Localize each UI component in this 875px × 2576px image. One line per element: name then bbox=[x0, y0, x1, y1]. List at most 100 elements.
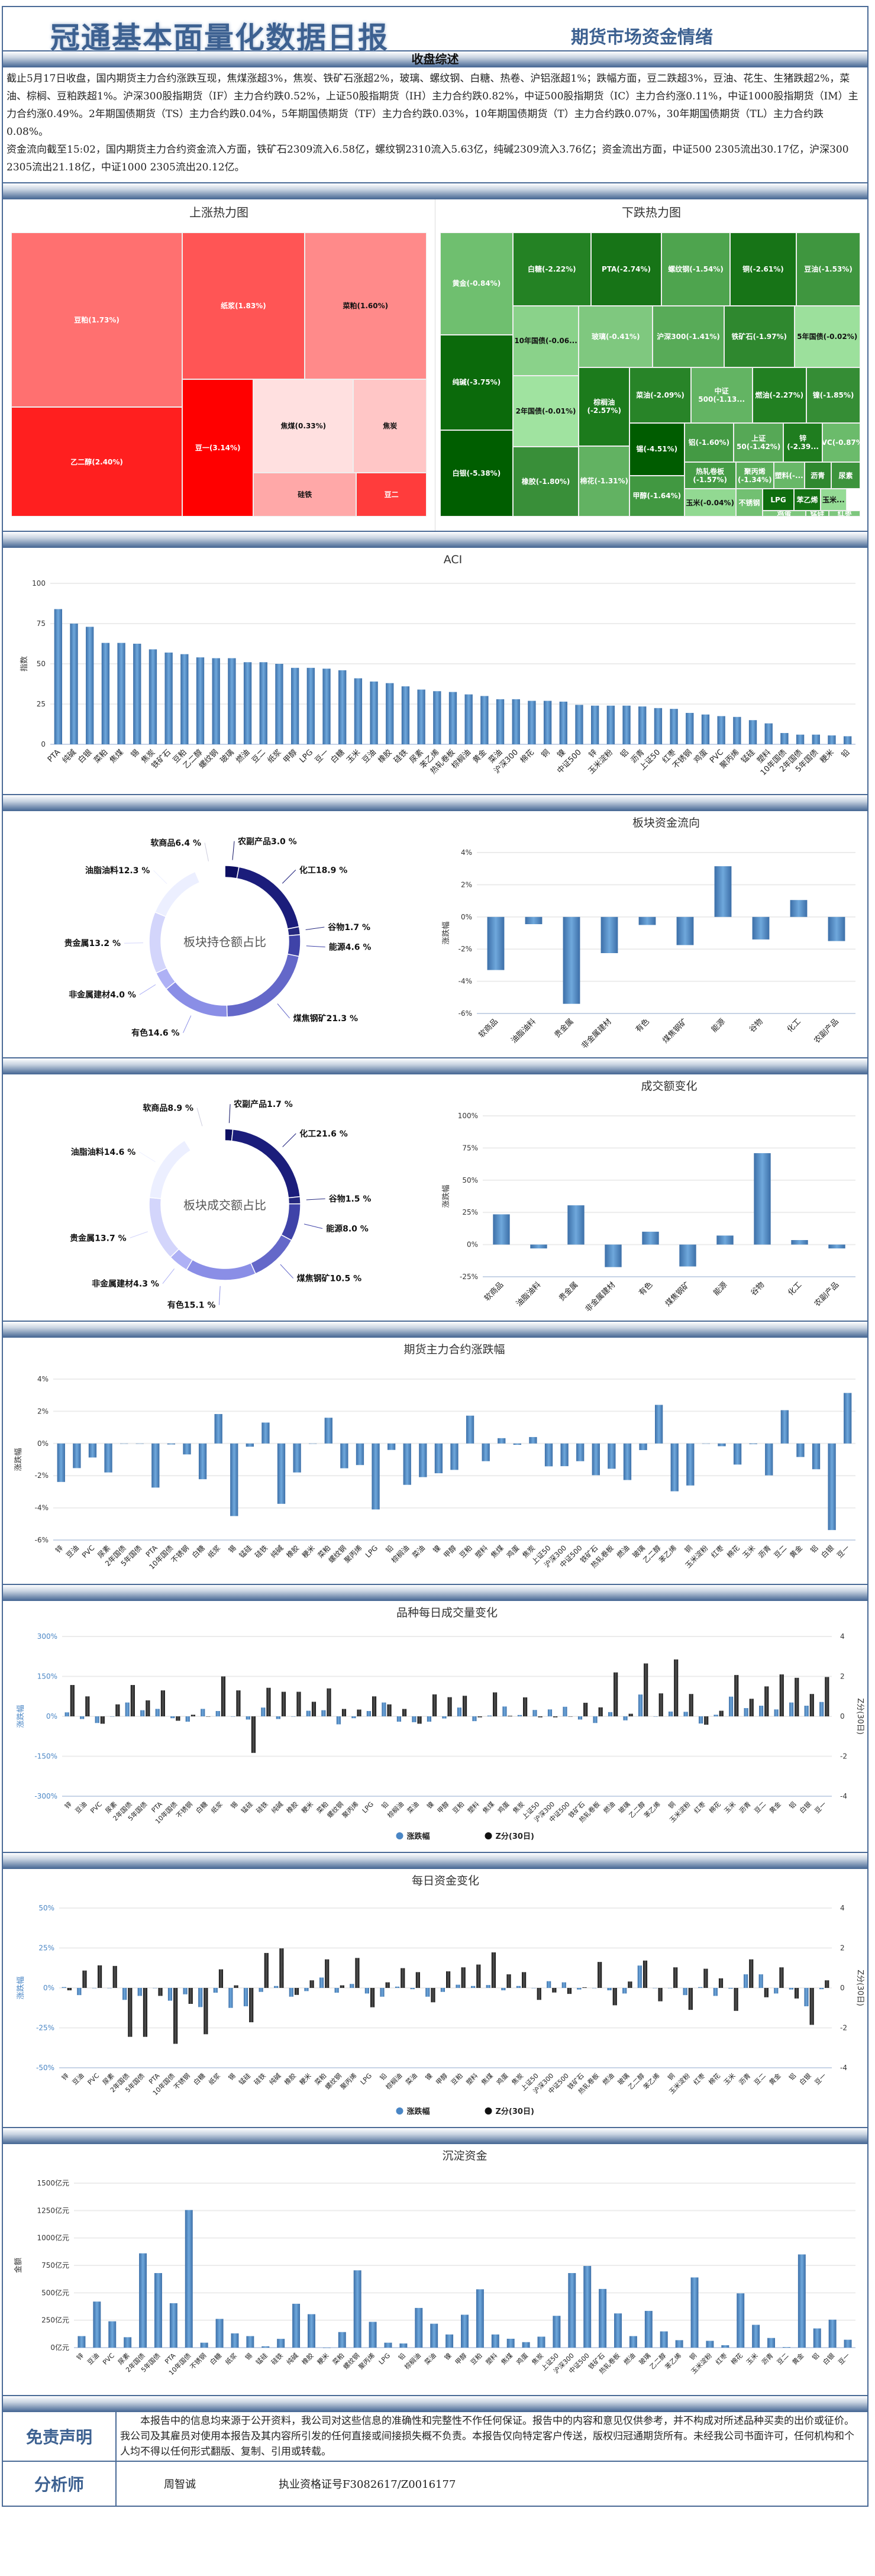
x-tick-label: 甲醇 bbox=[282, 748, 299, 766]
bar-zscore bbox=[325, 1959, 330, 1988]
bar-zscore bbox=[522, 1972, 527, 1988]
bar bbox=[828, 2319, 837, 2348]
bar bbox=[180, 654, 189, 744]
x-tick-label: 黄金 bbox=[787, 1544, 804, 1560]
x-tick-label: 粳米 bbox=[819, 748, 836, 765]
bar-change bbox=[743, 1974, 748, 1988]
bar bbox=[718, 1443, 726, 1447]
bar-change bbox=[502, 1706, 507, 1716]
leader-line bbox=[153, 870, 167, 885]
daily-volume-panel: 品种每日成交量变化 -300% -150% 0% 150% 300% 涨跌幅 -4 -2 0 2 4 Z… bbox=[3, 1601, 867, 1853]
x-tick-label: 纸浆 bbox=[207, 2071, 222, 2086]
bar bbox=[261, 1422, 270, 1444]
donut-slice bbox=[148, 911, 167, 974]
slice-label: 能源8.0 % bbox=[326, 1224, 369, 1234]
summary-section-title: 收盘综述 bbox=[3, 51, 867, 67]
bar-zscore bbox=[568, 1716, 573, 1717]
bar-zscore bbox=[85, 1696, 90, 1716]
x-tick-label: 焦煤 bbox=[500, 2352, 515, 2367]
bar-zscore bbox=[628, 1713, 633, 1716]
report-header: 冠通基本面量化数据日报 期货市场资金情绪 bbox=[3, 7, 867, 55]
bar-zscore bbox=[98, 1965, 102, 1988]
x-tick-label: PVC bbox=[80, 1544, 96, 1560]
donut-slice bbox=[194, 865, 225, 883]
heatmap-tile: 棉花(-1.31%) bbox=[579, 446, 630, 517]
bar-zscore bbox=[644, 1663, 648, 1716]
bar-change bbox=[729, 1696, 734, 1716]
legend-label: 涨跌幅 bbox=[406, 1832, 430, 1841]
x-tick-label: 豆一 bbox=[314, 748, 331, 765]
down-heatmap-panel: 下跌热力图 黄金(-0.84%) 纯碱(-3.75%) 白银(-5.38%) 白糖(-… bbox=[435, 199, 867, 531]
bar-change bbox=[653, 1716, 658, 1717]
bar-change bbox=[215, 1711, 220, 1716]
x-tick-label: 塑料 bbox=[466, 1800, 480, 1815]
bar-zscore bbox=[218, 1969, 224, 1988]
heatmap-tile: 玉米(-0.04%) bbox=[684, 489, 736, 517]
y2-tick-label: 2 bbox=[840, 1673, 845, 1681]
bar-change bbox=[425, 1988, 430, 1997]
disclaimer-label: 免责声明 bbox=[3, 2412, 117, 2461]
bar bbox=[733, 1443, 742, 1465]
bar-zscore bbox=[794, 1988, 799, 1999]
bar bbox=[752, 916, 769, 940]
x-tick-label: 硅铁 bbox=[253, 1544, 269, 1560]
bar-zscore bbox=[266, 1687, 271, 1716]
bar bbox=[782, 2347, 790, 2348]
leader-line bbox=[218, 1286, 221, 1305]
bar-zscore bbox=[704, 1716, 709, 1725]
bar-zscore bbox=[688, 1988, 693, 2010]
y-tick-label: -300% bbox=[34, 1792, 57, 1800]
x-tick-label: 煤焦钢矿 bbox=[661, 1017, 689, 1045]
bar bbox=[353, 2270, 361, 2348]
slice-label: 能源4.6 % bbox=[329, 942, 372, 953]
x-tick-label: 豆油 bbox=[86, 2351, 101, 2366]
bar-change bbox=[155, 1709, 160, 1716]
y2-tick-label: 2 bbox=[840, 1944, 845, 1952]
bar-change bbox=[201, 1709, 205, 1716]
bar bbox=[522, 2342, 530, 2348]
heatmap-tile: 螺纹钢(-1.54%) bbox=[661, 233, 730, 306]
bar-zscore bbox=[614, 1672, 618, 1716]
x-tick-label: 螺纹钢 bbox=[325, 1800, 345, 1819]
bar bbox=[386, 683, 394, 744]
donut-slice bbox=[286, 934, 301, 957]
y-tick-label: 25 bbox=[37, 700, 46, 708]
section-divider bbox=[3, 2396, 867, 2412]
slice-label: 贵金属13.7 % bbox=[70, 1233, 126, 1243]
x-tick-label: 白糖 bbox=[329, 748, 347, 766]
heatmap-tile: 锡(-4.51%) bbox=[629, 423, 684, 476]
bar-change bbox=[471, 1986, 476, 1988]
x-tick-label: 锌 bbox=[63, 1800, 73, 1810]
x-tick-label: 苯乙烯 bbox=[663, 2351, 683, 2371]
bar bbox=[748, 720, 757, 744]
x-tick-label: 豆一 bbox=[813, 2072, 828, 2087]
bar-zscore bbox=[128, 1988, 133, 2037]
x-tick-label: 纯碱 bbox=[285, 2352, 300, 2367]
bar bbox=[228, 658, 236, 744]
x-tick-label: 硅铁 bbox=[270, 2352, 285, 2367]
bar-change bbox=[622, 1988, 627, 1994]
slice-label: 油脂油料12.3 % bbox=[85, 866, 150, 876]
x-tick-label: LPG bbox=[364, 1544, 379, 1559]
bar bbox=[340, 1443, 348, 1468]
bar-change bbox=[243, 1988, 248, 2007]
y-tick-label: -4% bbox=[35, 1504, 49, 1512]
bar-zscore bbox=[385, 1982, 390, 1988]
heatmap-tile: 白糖(-2.22%) bbox=[512, 233, 591, 306]
x-tick-label: 不锈钢 bbox=[175, 1800, 194, 1820]
section-divider bbox=[3, 1585, 867, 1601]
bar-zscore bbox=[415, 1972, 420, 1988]
bar bbox=[686, 1443, 695, 1486]
heatmap-tile: 上证50(-1.42%) bbox=[734, 423, 784, 462]
x-tick-label: 锰硅 bbox=[740, 748, 757, 765]
heatmap-tile: PVC(-0.87%) bbox=[822, 423, 860, 462]
y-tick-label: 2% bbox=[37, 1407, 49, 1415]
bar bbox=[528, 701, 536, 744]
x-tick-label: 聚丙烯 bbox=[341, 1800, 360, 1820]
bar-zscore bbox=[402, 1709, 407, 1716]
x-tick-label: 鸡蛋 bbox=[692, 748, 710, 766]
leader-line bbox=[183, 1015, 192, 1033]
x-tick-label: 乙二醇 bbox=[648, 2351, 667, 2371]
